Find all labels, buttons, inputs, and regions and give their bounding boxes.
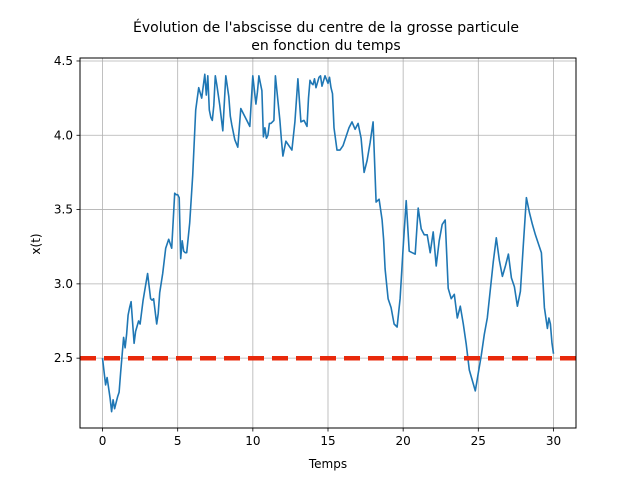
x-tick-label: 25	[471, 434, 486, 448]
chart-title-line-2: en fonction du temps	[251, 38, 400, 54]
y-tick-label: 4.0	[54, 128, 73, 142]
x-tick-label: 30	[546, 434, 561, 448]
y-tick-label: 3.5	[54, 203, 73, 217]
x-tick-label: 20	[396, 434, 411, 448]
y-tick-label: 2.5	[54, 351, 73, 365]
x-tick-label: 0	[99, 434, 107, 448]
series-line-x-of-t	[101, 73, 555, 413]
y-axis-label: x(t)	[29, 233, 43, 254]
x-tick-label: 10	[245, 434, 260, 448]
chart-title-line-1: Évolution de l'abscisse du centre de la …	[133, 19, 519, 36]
y-tick-label: 3.0	[54, 277, 73, 291]
grid	[80, 58, 576, 428]
series-layer	[80, 73, 576, 413]
x-tick-label: 5	[174, 434, 182, 448]
x-tick-label: 15	[320, 434, 335, 448]
plot-frame	[79, 57, 577, 429]
y-tick-label: 4.5	[54, 54, 73, 68]
x-axis-label: Temps	[308, 457, 347, 471]
tick-layer: 0 5 10 15 20 25 30 2.5 3.0 3.5 4.0 4.5	[54, 54, 561, 448]
